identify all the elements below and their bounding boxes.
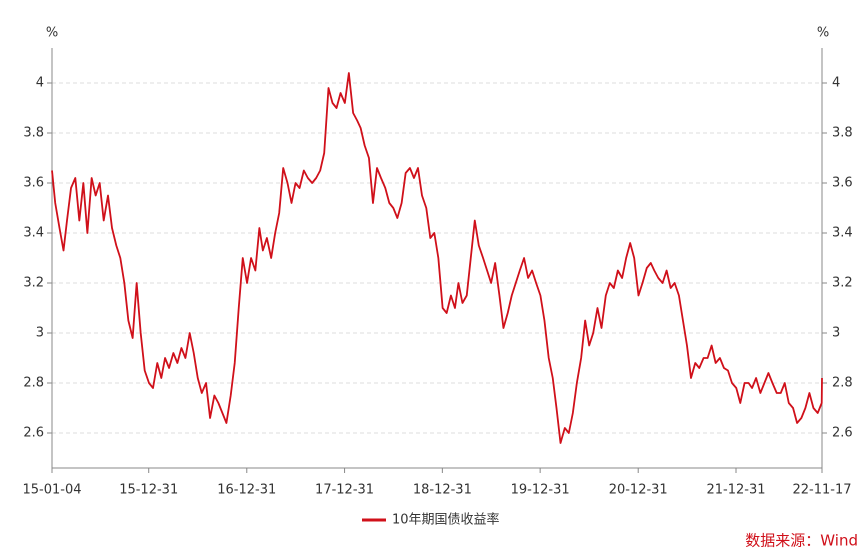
y2-tick-label: 4 <box>832 76 840 91</box>
y-tick-label: 3 <box>36 326 44 341</box>
x-tick-label: 15-01-04 <box>22 483 81 498</box>
y2-tick-label: 2.6 <box>832 426 853 441</box>
y-tick-label: 3.6 <box>23 176 44 191</box>
y-tick-label: 2.6 <box>23 426 44 441</box>
y2-tick-label: 3.6 <box>832 176 853 191</box>
source-note: 数据来源：Wind <box>745 532 858 550</box>
y-tick-label: 4 <box>36 76 44 91</box>
y2-tick-label: 3.8 <box>832 126 853 141</box>
legend-label: 10年期国债收益率 <box>392 512 500 528</box>
x-tick-label: 16-12-31 <box>217 483 276 498</box>
series-line <box>51 72 823 444</box>
y2-tick-label: 2.8 <box>832 376 853 391</box>
y-tick-label: 3.8 <box>23 126 44 141</box>
y-tick-label: 3.4 <box>23 226 44 241</box>
x-tick-label: 18-12-31 <box>413 483 472 498</box>
y2-axis-unit: % <box>817 26 829 41</box>
y2-tick-label: 3.4 <box>832 226 853 241</box>
y-tick-label: 2.8 <box>23 376 44 391</box>
x-tick-label: 21-12-31 <box>706 483 765 498</box>
x-tick-label: 22-11-17 <box>792 483 851 498</box>
x-tick-label: 19-12-31 <box>511 483 570 498</box>
x-tick-label: 15-12-31 <box>119 483 178 498</box>
y2-tick-label: 3 <box>832 326 840 341</box>
y-tick-label: 3.2 <box>23 276 44 291</box>
y2-tick-label: 3.2 <box>832 276 853 291</box>
x-tick-label: 20-12-31 <box>609 483 668 498</box>
x-tick-label: 17-12-31 <box>315 483 374 498</box>
y-axis-unit: % <box>46 26 58 41</box>
